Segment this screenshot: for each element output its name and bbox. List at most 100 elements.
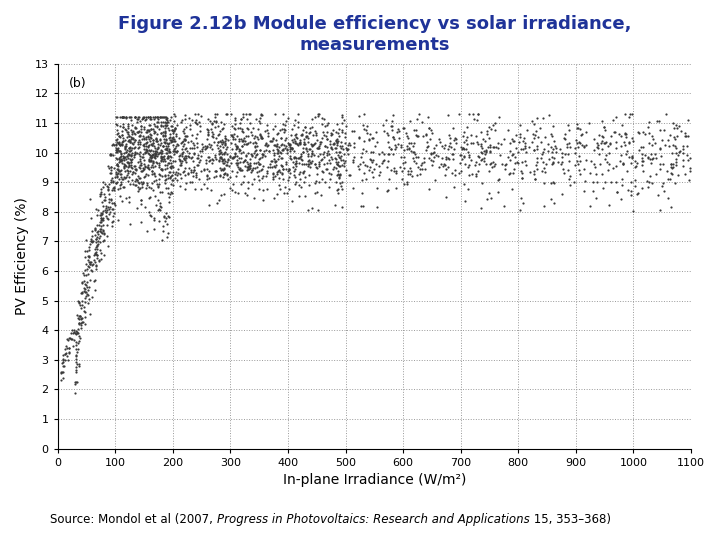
Point xyxy=(433,163,445,172)
Point xyxy=(463,152,474,161)
Point xyxy=(569,161,580,170)
Point xyxy=(397,174,408,183)
Point xyxy=(433,152,444,160)
Point xyxy=(324,175,336,184)
Point xyxy=(271,167,283,176)
Point xyxy=(336,119,348,127)
Point xyxy=(185,143,197,152)
Point xyxy=(96,185,107,193)
Point xyxy=(114,147,125,156)
Point xyxy=(324,139,336,148)
Point xyxy=(438,159,449,168)
Point xyxy=(398,152,410,161)
Point xyxy=(129,113,140,122)
Point xyxy=(166,152,177,161)
Point xyxy=(251,151,262,159)
Point xyxy=(152,144,163,152)
Point xyxy=(79,288,91,296)
Point xyxy=(88,237,99,245)
Point xyxy=(547,159,559,167)
Point xyxy=(155,202,166,211)
Point xyxy=(288,134,300,143)
Point xyxy=(58,362,69,370)
Point xyxy=(174,182,186,191)
Point xyxy=(120,152,131,161)
Point xyxy=(364,154,376,163)
Point xyxy=(326,145,338,153)
Point xyxy=(114,156,126,165)
Point xyxy=(547,158,559,166)
Point xyxy=(137,166,148,174)
Point xyxy=(142,126,153,134)
Point xyxy=(253,184,264,193)
Point xyxy=(124,154,135,163)
Point xyxy=(70,378,81,387)
Point xyxy=(609,127,621,136)
Point xyxy=(352,161,364,170)
Point xyxy=(261,142,273,151)
Point xyxy=(171,147,182,156)
Point xyxy=(146,151,158,159)
Point xyxy=(67,342,78,351)
Point xyxy=(269,193,280,202)
Point xyxy=(93,255,104,264)
Point xyxy=(554,144,566,153)
Point xyxy=(73,297,84,306)
Point xyxy=(507,168,518,177)
Point xyxy=(143,150,155,158)
Point xyxy=(248,158,260,167)
Point xyxy=(253,159,265,168)
Point xyxy=(127,151,139,159)
Point xyxy=(167,135,179,144)
Point xyxy=(161,233,172,241)
Point xyxy=(548,154,559,163)
Point xyxy=(492,176,504,184)
Point xyxy=(531,141,543,150)
Point xyxy=(71,340,82,349)
Point xyxy=(413,163,424,171)
Point xyxy=(181,147,193,156)
Point xyxy=(210,171,222,180)
Point xyxy=(141,181,153,190)
Point xyxy=(261,185,273,193)
Point xyxy=(276,161,288,170)
Point xyxy=(636,157,648,166)
Point xyxy=(292,110,304,118)
Point xyxy=(99,251,110,260)
Point xyxy=(116,131,127,140)
Point xyxy=(289,116,301,125)
Point xyxy=(556,157,567,166)
Point xyxy=(267,168,279,177)
Point xyxy=(439,141,451,150)
Point xyxy=(159,217,171,225)
Point xyxy=(395,142,407,151)
Point xyxy=(294,152,306,161)
Point xyxy=(176,138,187,146)
Point xyxy=(142,171,153,179)
Point xyxy=(180,156,192,165)
Point xyxy=(520,139,531,147)
Point xyxy=(189,150,200,158)
Point xyxy=(327,126,338,134)
Point xyxy=(63,344,75,353)
Point xyxy=(299,172,310,181)
Point xyxy=(168,146,180,155)
Point xyxy=(306,114,318,123)
Point xyxy=(163,174,174,183)
Point xyxy=(478,156,490,165)
Point xyxy=(149,127,161,136)
Point xyxy=(104,150,116,159)
Point xyxy=(421,143,433,152)
Point xyxy=(480,159,491,168)
Point xyxy=(134,161,145,170)
Point xyxy=(203,153,215,161)
Point xyxy=(620,150,631,158)
Point xyxy=(181,152,192,160)
Point xyxy=(269,110,281,118)
Point xyxy=(192,160,203,169)
Point xyxy=(104,203,116,212)
Point xyxy=(113,175,125,184)
Point xyxy=(111,113,122,122)
Point xyxy=(261,167,273,176)
Point xyxy=(91,241,103,250)
